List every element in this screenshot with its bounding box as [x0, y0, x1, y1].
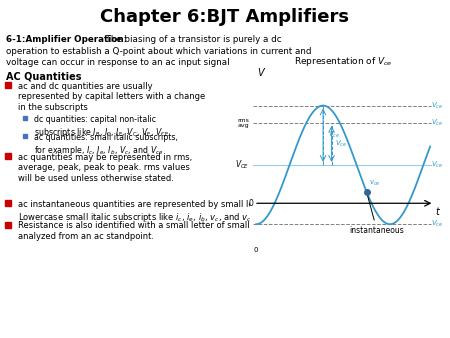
Text: $V$: $V$: [257, 66, 266, 78]
Text: $v_{ce}$: $v_{ce}$: [369, 179, 380, 188]
Text: $V_{ce}$: $V_{ce}$: [431, 118, 443, 128]
Text: $V_{ce}$: $V_{ce}$: [431, 219, 443, 229]
Text: $V_{ce}$: $V_{ce}$: [431, 100, 443, 111]
Text: ac quantities may be represented in rms,
average, peak, peak to peak. rms values: ac quantities may be represented in rms,…: [18, 153, 192, 183]
Text: $V_{ce}$: $V_{ce}$: [328, 130, 341, 140]
Text: 0: 0: [254, 246, 258, 252]
Text: $V_{CE}$: $V_{CE}$: [235, 159, 249, 171]
Text: $V_{ce}$: $V_{ce}$: [335, 139, 347, 149]
Text: 6-1:Amplifier Operation:: 6-1:Amplifier Operation:: [6, 35, 127, 45]
Text: Resistance is also identified with a small letter of small subscript when
analyz: Resistance is also identified with a sma…: [18, 221, 316, 241]
Text: AC Quantities: AC Quantities: [6, 72, 81, 82]
Text: ac quantities: small italic subscripts,
for example, $I_c$, $I_e$, $I_b$, $V_c$,: ac quantities: small italic subscripts, …: [34, 133, 178, 157]
Text: operation to establish a Q-point about which variations in current and: operation to establish a Q-point about w…: [6, 47, 311, 56]
Text: instantaneous: instantaneous: [350, 194, 404, 235]
Text: Chapter 6:BJT Amplifiers: Chapter 6:BJT Amplifiers: [100, 8, 350, 26]
Text: $t$: $t$: [436, 205, 441, 217]
Text: voltage can occur in response to an ac input signal: voltage can occur in response to an ac i…: [6, 58, 230, 67]
Text: 0: 0: [248, 199, 253, 208]
Text: $V_{ce}$: $V_{ce}$: [431, 160, 443, 170]
Text: ac and dc quantities are usually
represented by capital letters with a change
in: ac and dc quantities are usually represe…: [18, 82, 205, 112]
Text: rms
avg: rms avg: [238, 118, 249, 128]
Text: The biasing of a transistor is purely a dc: The biasing of a transistor is purely a …: [100, 35, 282, 45]
Text: ac instantaneous quantities are represented by small letters with
Lowercase smal: ac instantaneous quantities are represen…: [18, 200, 294, 224]
Text: dc quantities: capital non-italic
subscripts like $I_\mathrm{B}$, $I_\mathrm{C}$: dc quantities: capital non-italic subscr…: [34, 115, 170, 139]
Text: Representation of $V_{ce}$: Representation of $V_{ce}$: [294, 55, 392, 68]
